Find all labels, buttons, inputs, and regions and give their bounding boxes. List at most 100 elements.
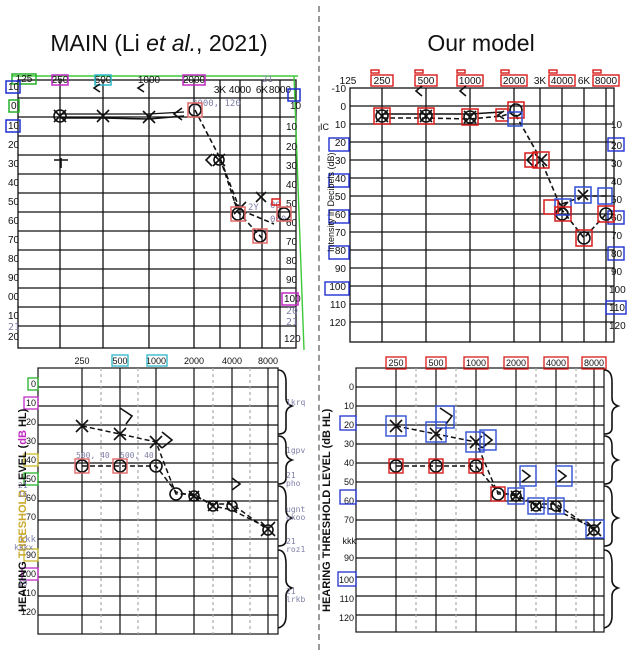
audiogram-symbols: [75, 407, 276, 537]
symbol-circle: [599, 207, 613, 221]
symbol-box: [507, 487, 525, 505]
level-label: 10: [335, 120, 347, 131]
symbol-box: [230, 206, 246, 222]
freq-box: [500, 69, 510, 74]
symbol-box: [574, 186, 592, 204]
frequency-labels: 125 250 500 1000 2000 3K 4000 6K 8000: [16, 74, 292, 96]
level-box: [328, 137, 350, 152]
level-label: 50: [344, 477, 354, 487]
right-braces: [277, 369, 295, 629]
ocr-annotation: 16: [18, 490, 28, 499]
level-label: 20: [335, 138, 347, 149]
symbol-box: [554, 206, 572, 222]
title-italic-text: et al.: [146, 30, 197, 56]
freq-label: 1000: [466, 358, 486, 368]
brace: [277, 435, 295, 485]
level-label: 60: [8, 216, 20, 227]
symbol-x: [188, 490, 200, 502]
symbol-bracket: [525, 153, 534, 167]
level-label: 100: [339, 575, 354, 585]
level-box: [27, 377, 39, 391]
symbol-box: [428, 458, 444, 474]
level-label: 90: [335, 264, 347, 275]
symbol-circle: [469, 459, 483, 473]
symbol-box: [373, 107, 391, 125]
level-label: 80: [286, 256, 298, 267]
brace: [277, 485, 295, 547]
symbol-x: [419, 109, 433, 123]
level-label: 30: [8, 159, 20, 170]
audiogram-top-left-svg: 125 250 500 1000 2000 3K 4000 6K 8000 10…: [5, 73, 305, 351]
level-label: kkk: [343, 536, 357, 546]
symbol-x: [510, 490, 522, 502]
level-label: 30: [335, 156, 347, 167]
symbol-x: [113, 427, 127, 441]
symbol-box: [490, 486, 506, 502]
right-braces: [603, 369, 621, 629]
symbol-x: [233, 201, 247, 215]
symbol-x: [255, 191, 267, 203]
brace: [277, 369, 295, 435]
audiogram-symbols: [53, 83, 291, 243]
ocr-annotation: roz1: [286, 545, 305, 554]
level-label: 30: [26, 436, 36, 446]
freq-box: [500, 74, 528, 87]
freq-box: [146, 354, 168, 367]
symbol-box: [555, 465, 573, 487]
symbol-circle: [262, 524, 274, 536]
level-box: [607, 210, 625, 225]
freq-label: 250: [388, 358, 403, 368]
symbol-box: [417, 107, 435, 125]
level-label: 10: [611, 120, 623, 131]
freq-label: 3K: [534, 76, 547, 87]
symbol-bracket: [481, 431, 494, 449]
freq-label: 8000: [584, 358, 604, 368]
freq-label: 8000: [258, 356, 278, 366]
symbol-bracket: [557, 469, 568, 483]
symbol-circle: [375, 109, 389, 123]
symbol-circle: [277, 207, 291, 221]
symbol-box: [547, 497, 565, 515]
level-label: 70: [8, 235, 20, 246]
title-part: LEVEL (: [17, 444, 29, 489]
freq-box: [463, 356, 489, 370]
level-label: 40: [344, 458, 354, 468]
level-box: [21, 567, 39, 581]
symbol-circle: [207, 500, 219, 512]
level-label: 120: [329, 318, 346, 329]
symbol-bracket: [92, 83, 145, 93]
ocr-annotation: 00: [270, 201, 281, 211]
symbol-bracket: [172, 107, 183, 121]
symbol-bracket: [414, 85, 467, 97]
grid: [355, 367, 605, 633]
freq-label: 6K: [578, 76, 591, 87]
level-label: 60: [344, 496, 354, 506]
freq-box: [548, 69, 558, 74]
ocr-annotation: 21: [286, 471, 296, 480]
level-label: 80: [611, 249, 623, 260]
level-label: 50: [286, 199, 298, 210]
symbol-x: [96, 109, 110, 123]
symbol-circle: [188, 490, 200, 502]
audiogram-bottom-left-svg: 250 500 1000 2000 4000 8000 0 10 20 30 4…: [14, 354, 305, 635]
symbol-bracket: [204, 153, 213, 167]
level-label: 50: [8, 197, 20, 208]
level-label: 110: [609, 303, 625, 314]
level-box: [607, 137, 625, 152]
level-label: kkk: [20, 535, 37, 545]
level-box: [328, 209, 350, 224]
freq-label: 2000: [183, 75, 206, 86]
symbol-box: [532, 151, 550, 169]
symbol-box: [507, 101, 525, 119]
level-label: 20: [8, 332, 20, 343]
level-label: 10: [8, 82, 20, 93]
level-label: 20: [611, 141, 623, 152]
level-label: 120: [21, 607, 36, 617]
symbol-circle: [510, 490, 522, 502]
freq-box: [592, 74, 620, 87]
audiogram-symbols: [375, 85, 613, 245]
level-label: 30: [286, 161, 298, 172]
level-label: 40: [286, 180, 298, 191]
audiogram-top-left: 125 250 500 1000 2000 3K 4000 6K 8000 10…: [5, 73, 306, 352]
level-label: 110: [330, 300, 346, 311]
